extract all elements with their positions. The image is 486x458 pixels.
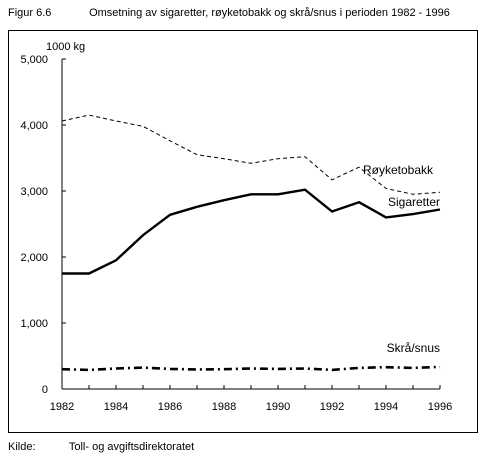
series-label: Sigaretter xyxy=(388,195,440,209)
x-tick-label: 1990 xyxy=(266,401,290,413)
y-tick-label: 4,000 xyxy=(20,120,48,132)
series-line-r-yketobakk xyxy=(61,114,441,195)
x-tick-label: 1986 xyxy=(158,401,182,413)
y-tick-label: 5,000 xyxy=(20,54,48,66)
chart-frame xyxy=(8,30,478,433)
series-label: Skrå/snus xyxy=(387,341,440,355)
figure-title: Omsetning av sigaretter, røyketobakk og … xyxy=(89,7,450,19)
x-tick-label: 1994 xyxy=(374,401,398,413)
source-label: Kilde: xyxy=(8,441,36,453)
y-axis-unit-label: 1000 kg xyxy=(46,41,85,53)
x-tick-label: 1984 xyxy=(104,401,128,413)
x-tick-label: 1992 xyxy=(320,401,344,413)
figure-number: Figur 6.6 xyxy=(8,7,52,19)
y-tick-label: 2,000 xyxy=(20,252,48,264)
y-tick-label: 0 xyxy=(42,384,48,396)
x-tick-label: 1988 xyxy=(212,401,236,413)
y-tick-label: 1,000 xyxy=(20,318,48,330)
figure-header: Figur 6.6 Omsetning av sigaretter, røyke… xyxy=(8,7,450,19)
series-line-sigaretter xyxy=(62,188,441,275)
y-tick-label: 3,000 xyxy=(20,186,48,198)
source-note: Kilde: Toll- og avgiftsdirektoratet xyxy=(8,441,194,453)
source-text: Toll- og avgiftsdirektoratet xyxy=(68,441,195,453)
x-tick-label: 1982 xyxy=(50,401,74,413)
series-label: Røyketobakk xyxy=(363,163,434,177)
series-line-skr-snus xyxy=(61,365,441,372)
x-tick-label: 1996 xyxy=(428,401,452,413)
